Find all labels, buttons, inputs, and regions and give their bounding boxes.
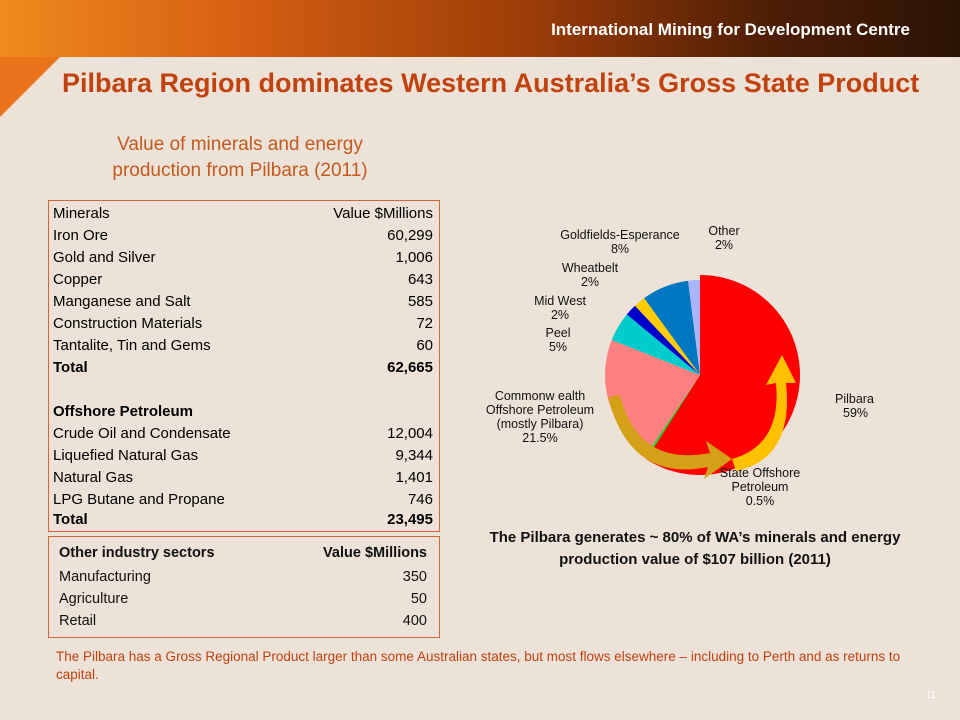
pie-chart: Pilbara 59% State Offshore Petroleum 0.5% Com… [486, 224, 874, 508]
row-label: Tantalite, Tin and Gems [53, 337, 211, 354]
pie-slice [634, 298, 700, 375]
total-row: Total 23,495 [53, 511, 433, 531]
row-value: 585 [407, 293, 433, 310]
slice-label: Pilbara 59% [835, 392, 874, 420]
table-row: Crude Oil and Condensate 12,004 [53, 425, 433, 445]
minerals-table: Minerals Value $Millions Iron Ore 60,299… [48, 200, 440, 532]
section-label: Offshore Petroleum [53, 403, 194, 420]
table-row: Liquefied Natural Gas 9,344 [53, 447, 433, 467]
row-label: Gold and Silver [53, 249, 156, 266]
total-label: Total [53, 511, 88, 528]
table-row: Manganese and Salt 585 [53, 293, 433, 313]
other-sectors-table: Other industry sectors Value $Millions M… [48, 536, 440, 638]
slice-label: Peel 5% [545, 326, 570, 354]
pie-slice [644, 280, 700, 375]
table-row: Construction Materials 72 [53, 315, 433, 335]
table-row: Manufacturing 350 [59, 569, 427, 589]
table-row: Retail 400 [59, 613, 427, 633]
pie-slice [646, 375, 700, 456]
header-banner: International Mining for Development Cen… [0, 0, 960, 57]
slice-label: Mid West 2% [534, 294, 586, 322]
curved-arrow-icon [732, 355, 796, 471]
row-value: 60 [416, 337, 433, 354]
chart-caption: The Pilbara generates ~ 80% of WA’s mine… [489, 529, 901, 568]
table-row: Copper 643 [53, 271, 433, 291]
pie-slice [626, 305, 700, 375]
row-label: Copper [53, 271, 103, 288]
table-header-row: Minerals Value $Millions [53, 205, 433, 225]
footnote: The Pilbara has a Gross Regional Product… [56, 649, 901, 682]
table-row: LPG Butane and Propane 746 [53, 491, 433, 511]
row-label: LPG Butane and Propane [53, 491, 225, 508]
row-value: 1,006 [395, 249, 433, 266]
row-value: 1,401 [395, 469, 433, 486]
header-label: Other industry sectors [59, 545, 215, 561]
slice-label: Other 2% [708, 224, 739, 252]
slice-label: Wheatbelt 2% [562, 261, 619, 289]
page-title: Pilbara Region dominates Western Austral… [62, 68, 920, 98]
table-row: Iron Ore 60,299 [53, 227, 433, 247]
table-row: Agriculture 50 [59, 591, 427, 611]
total-row: Total 62,665 [53, 359, 433, 379]
row-value: 72 [416, 315, 433, 332]
row-value: 746 [407, 491, 433, 508]
total-label: Total [53, 359, 88, 376]
table-subtitle: Value of minerals and energy production … [112, 134, 368, 181]
table-header-row: Other industry sectors Value $Millions [59, 545, 427, 565]
header-value: Value $Millions [333, 205, 433, 222]
banner-accent [0, 57, 60, 117]
header-value: Value $Millions [323, 545, 427, 561]
section-header: Offshore Petroleum [53, 403, 433, 423]
row-value: 50 [410, 591, 427, 607]
total-value: 23,495 [387, 511, 433, 528]
pie-slice [688, 280, 700, 375]
row-label: Liquefied Natural Gas [53, 447, 199, 464]
total-value: 62,665 [387, 359, 433, 376]
slice-label: Commonw ealth Offshore Petroleum (mostly P… [486, 389, 594, 445]
row-value: 400 [402, 613, 427, 629]
row-value: 12,004 [387, 425, 433, 442]
row-value: 643 [407, 271, 433, 288]
row-value: 9,344 [395, 447, 433, 464]
row-label: Manganese and Salt [53, 293, 191, 310]
curved-arrow-icon [608, 395, 732, 479]
row-label: Retail [59, 613, 97, 629]
row-value: 60,299 [387, 227, 433, 244]
row-label: Crude Oil and Condensate [53, 425, 231, 442]
row-label: Iron Ore [53, 227, 109, 244]
row-label: Manufacturing [59, 569, 151, 585]
pie-slice [611, 314, 700, 375]
pie-slice [649, 280, 795, 470]
page-number: 11 [925, 690, 936, 701]
slice-label: Goldfields-Esperance 8% [560, 228, 680, 256]
table-row: Tantalite, Tin and Gems 60 [53, 337, 433, 357]
header-label: Minerals [53, 205, 110, 222]
row-value: 350 [402, 569, 427, 585]
table-row: Gold and Silver 1,006 [53, 249, 433, 269]
slice-label: State Offshore Petroleum 0.5% [720, 466, 800, 508]
org-name: International Mining for Development Cen… [551, 20, 910, 39]
row-label: Natural Gas [53, 469, 134, 486]
table-row: Natural Gas 1,401 [53, 469, 433, 489]
row-label: Agriculture [59, 591, 129, 607]
row-label: Construction Materials [53, 315, 203, 332]
